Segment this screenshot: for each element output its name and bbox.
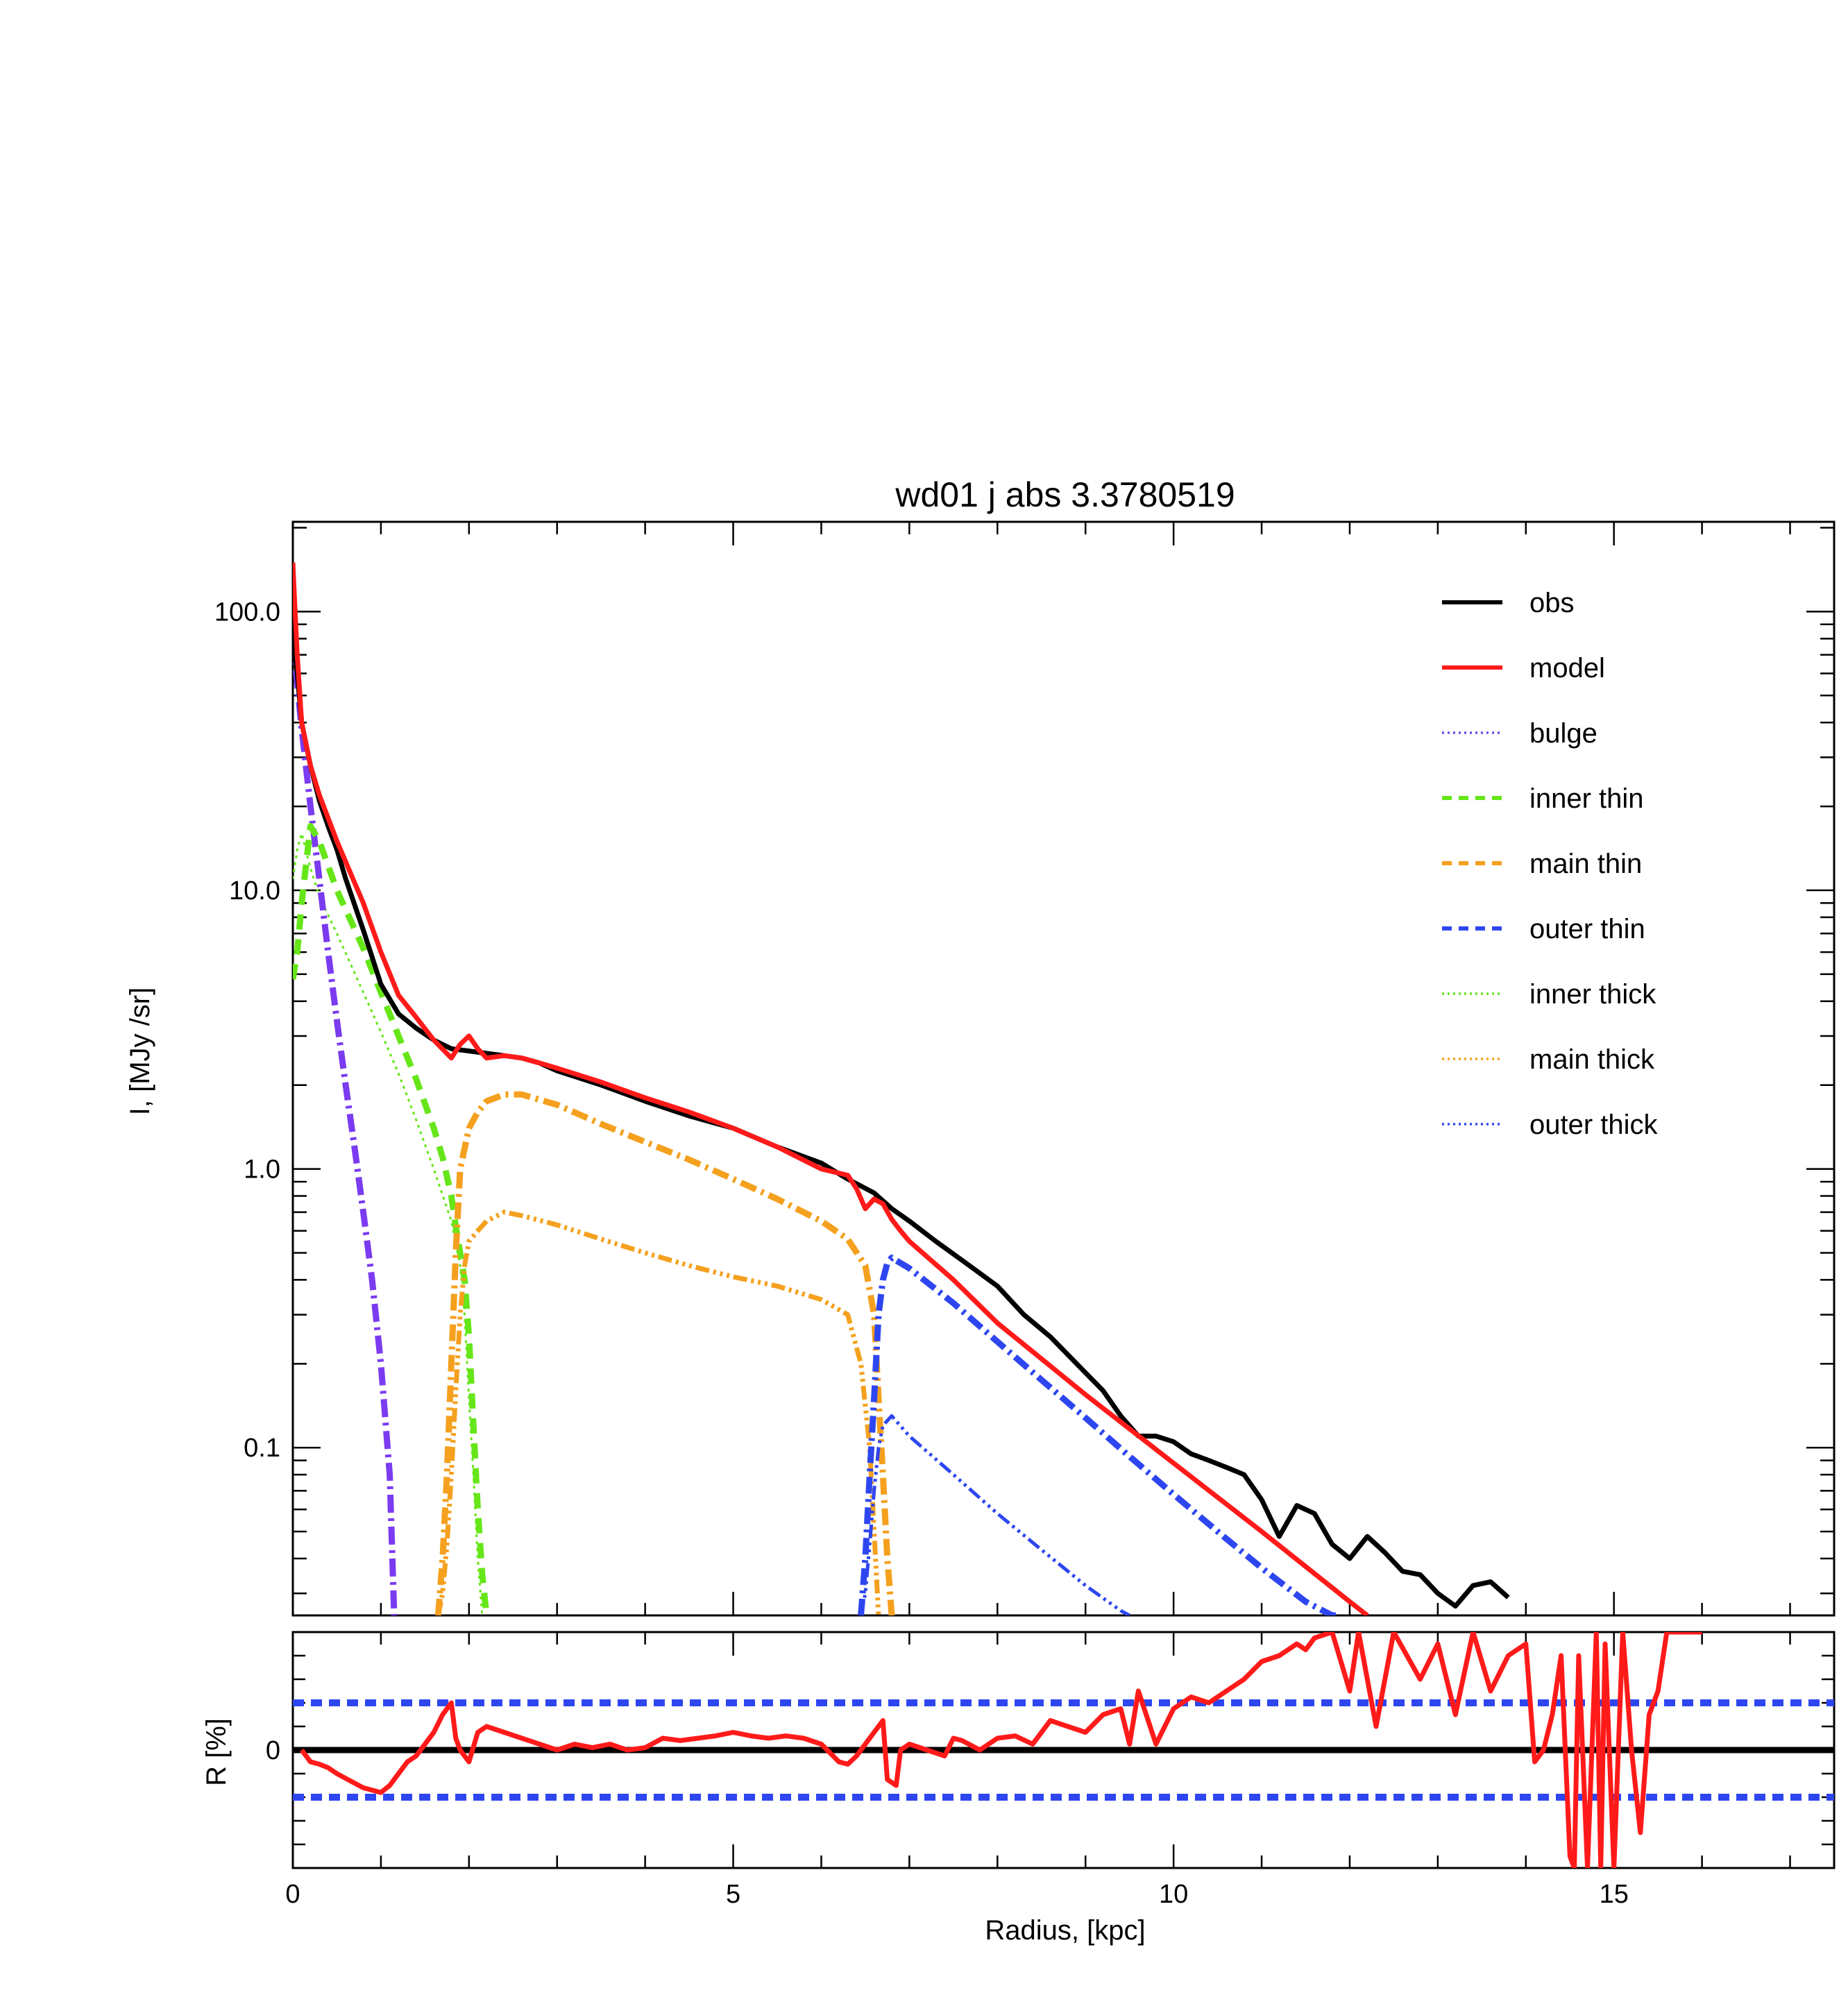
legend-item: main thick [1442, 1044, 1655, 1075]
series-line-outer-thick [859, 1414, 1130, 1615]
legend-label: outer thin [1529, 914, 1645, 944]
series-line-model [293, 562, 1369, 1615]
y-axis-label-intensity: I, [MJy /sr] [125, 987, 155, 1115]
legend-label: main thin [1529, 849, 1642, 879]
series-line-inner-thin [293, 823, 490, 1615]
legend-label: model [1529, 653, 1605, 683]
legend-item: outer thin [1442, 914, 1645, 944]
legend-item: model [1442, 653, 1605, 683]
legend-item: main thin [1442, 849, 1642, 879]
series-line-obs [293, 638, 1510, 1609]
legend-label: inner thick [1529, 979, 1656, 1010]
y-axis-label-residual: R [%] [201, 1718, 232, 1786]
y-tick-label: 1.0 [244, 1155, 280, 1184]
y-tick-label: 0.1 [244, 1434, 280, 1463]
legend-item: inner thick [1442, 979, 1656, 1010]
legend: obs model bulge inner thin main thin outer th… [1442, 588, 1659, 1140]
legend-item: outer thick [1442, 1110, 1659, 1140]
series-line-main-thick [435, 1209, 881, 1615]
x-axis-label: Radius, [kpc] [985, 1915, 1145, 1946]
y-tick-label: 100.0 [214, 597, 280, 627]
legend-label: main thick [1529, 1044, 1655, 1075]
legend-label: outer thick [1529, 1110, 1659, 1140]
x-tick-label: 5 [726, 1880, 740, 1909]
legend-item: inner thin [1442, 783, 1644, 814]
x-tick-label: 10 [1159, 1880, 1188, 1909]
x-tick-label: 0 [285, 1880, 300, 1909]
series-line-inner-thick [293, 832, 484, 1615]
intensity-plot-frame [291, 520, 1836, 1617]
y-tick-label: 10.0 [229, 876, 280, 906]
residual-panel: 0 5 10 15 0 [266, 1631, 1836, 1909]
legend-label: obs [1529, 588, 1575, 618]
legend-label: inner thin [1529, 783, 1644, 814]
series-line-outer-thin [858, 1255, 1341, 1615]
legend-label: bulge [1529, 718, 1597, 749]
chart-title: wd01 j abs 3.3780519 [895, 475, 1235, 514]
y-tick-label: 0 [266, 1736, 280, 1765]
series-line-bulge [293, 638, 398, 1615]
x-tick-label: 15 [1600, 1880, 1629, 1909]
series-line-residual [299, 1632, 1702, 1868]
legend-item: obs [1442, 588, 1575, 618]
intensity-panel: 0.1 1.0 10.0 100.0 [214, 520, 1836, 1617]
series-line-main-thin [434, 1091, 895, 1615]
legend-item: bulge [1442, 718, 1597, 749]
